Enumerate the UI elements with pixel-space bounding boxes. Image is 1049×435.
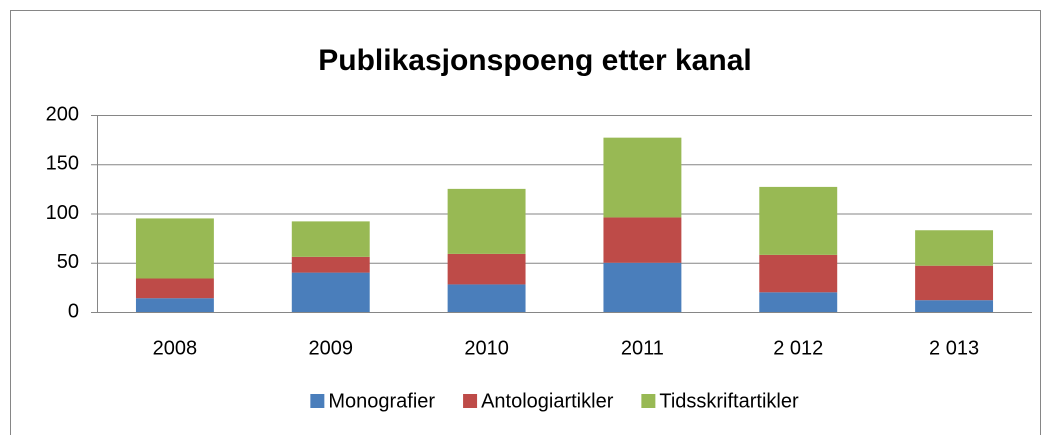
x-tick-label: 2 013 [929,337,979,359]
bar-segment [603,217,682,263]
bar-segment [915,230,994,266]
x-tick-label: 2011 [621,337,664,359]
x-tick-label: 2009 [309,337,354,359]
bar-segment [291,272,370,312]
legend-label: Monografier [328,390,435,412]
bar-segment [447,253,526,285]
x-tick-label: 2008 [153,337,198,359]
bar-segment [291,256,370,273]
bar-segment [447,188,526,254]
bar-segment [915,300,994,312]
bar-segment [447,284,526,312]
bar-segment [135,298,214,312]
legend-swatch [310,394,325,408]
bar-segment [135,278,214,299]
x-tick-label: 2010 [464,337,509,359]
legend-swatch [463,394,478,408]
bar-segment [603,262,682,312]
legend-swatch [641,394,656,408]
legend-label: Antologiartikler [481,390,614,412]
bar-segment [759,254,838,293]
y-tick-label: 200 [46,103,79,125]
y-tick-label: 100 [46,202,79,224]
bar-segment [759,292,838,312]
x-tick-label: 2 012 [773,337,823,359]
bar-segment [291,221,370,257]
y-tick-label: 50 [57,251,79,273]
chart-title: Publikasjonspoeng etter kanal [318,44,751,77]
bar-segment [915,265,994,301]
legend-label: Tidsskriftartikler [659,390,799,412]
y-tick-label: 0 [68,300,79,322]
y-tick-label: 150 [46,153,79,175]
bar-segment [603,137,682,218]
bar-segment [135,218,214,279]
bar-segment [759,186,838,255]
